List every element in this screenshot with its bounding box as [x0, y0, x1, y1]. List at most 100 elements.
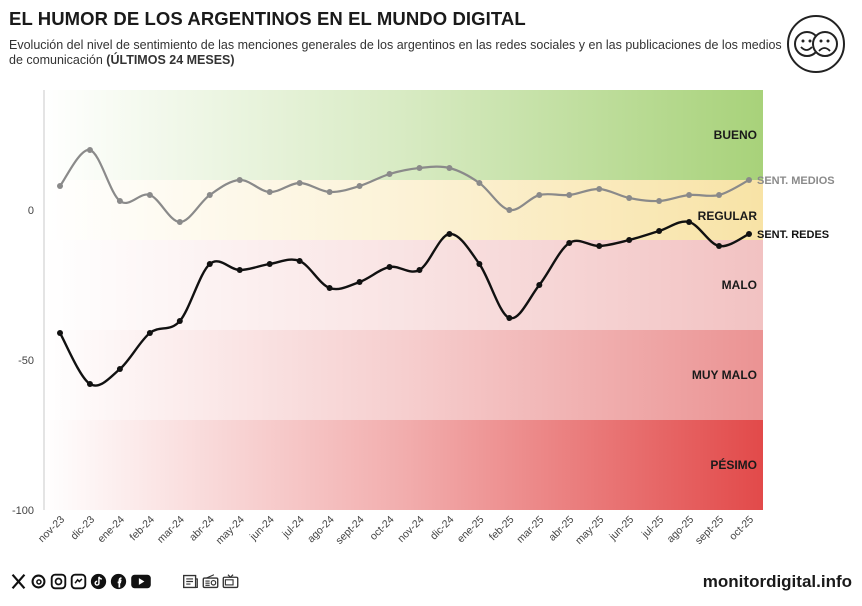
data-point-medios: [176, 219, 183, 225]
band-label: MUY MALO: [692, 368, 757, 382]
x-tick-label: nov-23: [36, 514, 67, 545]
x-tick-label: jul-24: [279, 514, 306, 541]
data-point-medios: [686, 192, 693, 198]
data-point-redes: [236, 267, 243, 273]
data-point-redes: [116, 366, 123, 372]
x-tick-label: sept-24: [333, 514, 366, 547]
x-tick-label: ene-24: [95, 514, 127, 546]
data-point-medios: [386, 171, 393, 177]
legend-redes: SENT. REDES: [757, 229, 829, 241]
newspaper-icon: [183, 574, 198, 588]
data-point-redes: [176, 318, 183, 324]
x-tick-label: may-25: [573, 514, 606, 547]
subtitle-period: (ÚLTIMOS 24 MESES): [106, 53, 235, 67]
data-point-medios: [656, 198, 663, 204]
data-point-medios: [326, 189, 333, 195]
facebook-messenger-icon[interactable]: [70, 573, 87, 590]
data-point-medios: [716, 192, 723, 198]
data-point-redes: [746, 231, 752, 237]
legend-medios: SENT. MEDIOS: [757, 175, 835, 187]
data-point-medios: [566, 192, 573, 198]
data-point-redes: [57, 330, 63, 336]
x-icon[interactable]: [10, 573, 27, 590]
band-fade-overlay: [44, 90, 763, 510]
tiktok-icon[interactable]: [90, 573, 107, 590]
data-point-medios: [356, 183, 363, 189]
y-tick-label: -100: [12, 505, 34, 517]
data-point-redes: [476, 261, 483, 267]
data-point-medios: [626, 195, 633, 201]
data-point-redes: [86, 381, 93, 387]
data-point-redes: [206, 261, 213, 267]
x-tick-label: dic-24: [428, 514, 457, 543]
data-point-medios: [57, 183, 63, 189]
x-tick-label: jun-25: [606, 514, 636, 544]
y-tick-label: 0: [28, 205, 34, 217]
data-point-medios: [536, 192, 543, 198]
x-tick-label: feb-24: [127, 514, 157, 544]
youtube-icon[interactable]: [130, 573, 152, 590]
data-point-redes: [566, 240, 573, 246]
media-icons-row: [182, 570, 239, 592]
x-tick-label: nov-24: [395, 514, 426, 545]
data-point-medios: [206, 192, 213, 198]
data-point-redes: [266, 261, 273, 267]
y-tick-label: -50: [18, 355, 34, 367]
data-point-medios: [86, 147, 93, 153]
data-point-redes: [596, 243, 603, 249]
data-point-redes: [686, 219, 693, 225]
data-point-redes: [356, 279, 363, 285]
data-point-redes: [656, 228, 663, 234]
data-point-medios: [506, 207, 513, 213]
x-tick-label: feb-25: [487, 514, 517, 544]
x-tick-label: ene-25: [455, 514, 487, 546]
instagram-icon[interactable]: [50, 573, 67, 590]
social-icons-row: [10, 570, 152, 592]
radio-icon: [202, 573, 219, 588]
band-label: BUENO: [714, 128, 757, 142]
data-point-medios: [476, 180, 483, 186]
data-point-redes: [386, 264, 393, 270]
happy-sad-faces-icon: [787, 15, 845, 73]
data-point-redes: [416, 267, 423, 273]
chart-title: EL HUMOR DE LOS ARGENTINOS EN EL MUNDO D…: [9, 8, 526, 29]
tv-icon: [222, 573, 239, 588]
data-point-medios: [296, 180, 303, 186]
data-point-redes: [326, 285, 333, 291]
band-label: PÉSIMO: [710, 457, 757, 472]
x-tick-label: sept-25: [693, 514, 726, 547]
data-point-redes: [626, 237, 633, 243]
data-point-medios: [236, 177, 243, 183]
data-point-redes: [146, 330, 153, 336]
data-point-medios: [746, 177, 752, 183]
x-tick-label: oct-24: [368, 514, 397, 543]
data-point-medios: [446, 165, 453, 171]
x-tick-label: jul-25: [639, 514, 666, 541]
x-tick-label: dic-23: [68, 514, 97, 543]
data-point-medios: [416, 165, 423, 171]
site-url[interactable]: monitordigital.info: [702, 572, 852, 591]
x-tick-label: abr-25: [546, 514, 576, 544]
data-point-medios: [596, 186, 603, 192]
data-point-medios: [146, 192, 153, 198]
x-tick-label: ago-24: [305, 514, 337, 546]
chart-subtitle: Evolución del nivel de sentimiento de la…: [9, 38, 789, 68]
threads-icon[interactable]: [30, 573, 47, 590]
x-tick-label: oct-25: [727, 514, 756, 543]
x-tick-label: mar-25: [514, 514, 546, 546]
x-tick-label: may-24: [214, 514, 247, 547]
subtitle-text: Evolución del nivel de sentimiento de la…: [9, 38, 782, 67]
facebook-icon[interactable]: [110, 573, 127, 590]
x-tick-label: abr-24: [187, 514, 217, 544]
data-point-medios: [116, 198, 123, 204]
band-label: REGULAR: [698, 209, 758, 223]
x-tick-label: mar-24: [155, 514, 187, 546]
x-tick-label: jun-24: [247, 514, 277, 544]
data-point-medios: [266, 189, 273, 195]
data-point-redes: [536, 282, 543, 288]
data-point-redes: [446, 231, 453, 237]
data-point-redes: [716, 243, 723, 249]
data-point-redes: [296, 258, 303, 264]
x-tick-label: ago-25: [665, 514, 697, 546]
